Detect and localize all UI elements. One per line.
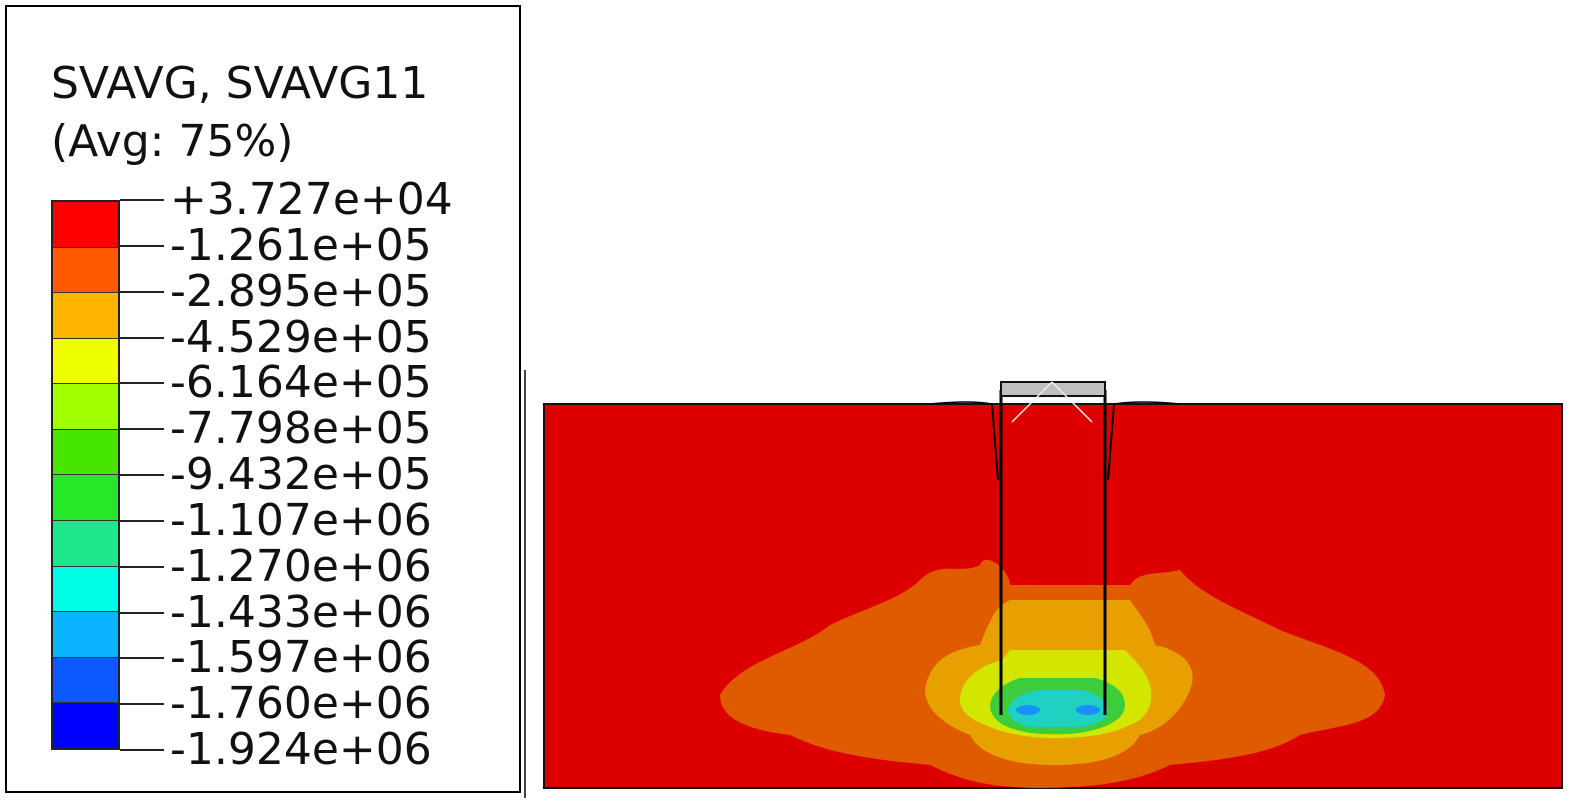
tick-label: -1.760e+06 xyxy=(170,678,432,730)
colorbar-tick: +3.727e+04 xyxy=(120,177,453,223)
colorbar-band xyxy=(53,521,118,567)
colorbar-tick: -2.895e+05 xyxy=(120,265,432,317)
blue-stress-spot-right xyxy=(1076,705,1100,715)
colorbar-band xyxy=(53,384,118,430)
tick-label: +3.727e+04 xyxy=(170,174,453,225)
tick-mark xyxy=(120,611,164,614)
colorbar-band xyxy=(53,657,118,704)
colorbar-band xyxy=(53,293,118,339)
tick-mark xyxy=(120,336,164,339)
colorbar-tick: -6.164e+05 xyxy=(120,360,432,406)
colorbar-tick: -9.432e+05 xyxy=(120,452,432,498)
colorbar-band xyxy=(53,247,118,294)
tick-mark xyxy=(120,382,164,385)
contour-plot-svg xyxy=(543,381,1563,789)
cyan-stress-zone xyxy=(1008,690,1108,727)
colorbar-band xyxy=(53,475,118,522)
bucket-lid xyxy=(1000,381,1106,397)
colorbar-tick: -4.529e+05 xyxy=(120,311,432,363)
colorbar-tick: -1.261e+05 xyxy=(120,219,432,271)
blue-stress-spot-left xyxy=(1016,705,1040,715)
legend-title: SVAVG, SVAVG11 xyxy=(51,58,429,109)
tick-label: -2.895e+05 xyxy=(170,265,432,317)
lid-cross-line-1 xyxy=(1011,381,1053,423)
colorbar-tick: -1.924e+06 xyxy=(120,727,432,773)
colorbar-band xyxy=(53,202,118,248)
tick-mark xyxy=(120,244,164,247)
tick-mark xyxy=(120,519,164,522)
tick-mark xyxy=(120,474,164,476)
tick-label: -1.261e+05 xyxy=(170,219,432,271)
colorbar-band xyxy=(53,566,118,613)
tick-mark xyxy=(120,565,164,568)
tick-label: -1.107e+06 xyxy=(170,494,432,546)
colorbar-band xyxy=(53,703,118,748)
legend-panel: SVAVG, SVAVG11 (Avg: 75%) +3.727e+04 -1.2… xyxy=(5,5,521,793)
tick-mark xyxy=(120,199,164,201)
legend-subtitle: (Avg: 75%) xyxy=(51,116,294,167)
panel-divider xyxy=(524,370,526,798)
colorbar-band xyxy=(53,338,118,385)
contour-plot xyxy=(540,360,1570,804)
tick-mark xyxy=(120,657,164,660)
tick-label: -4.529e+05 xyxy=(170,311,432,363)
tick-label: -1.433e+06 xyxy=(170,586,432,638)
tick-mark xyxy=(120,703,164,706)
tick-mark xyxy=(120,290,164,293)
colorbar-tick-labels: +3.727e+04 -1.261e+05 -2.895e+05 -4.529e+05… xyxy=(120,7,520,807)
colorbar-tick: -7.798e+05 xyxy=(120,406,432,452)
colorbar-band xyxy=(53,429,118,476)
tick-label: -1.270e+06 xyxy=(170,540,432,592)
tick-label: -9.432e+05 xyxy=(170,449,432,500)
tick-mark xyxy=(120,749,164,751)
soil-gap-right xyxy=(1107,403,1115,481)
lid-cross-line-2 xyxy=(1051,381,1093,423)
tick-mark xyxy=(120,428,164,431)
colorbar-tick: -1.107e+06 xyxy=(120,494,432,546)
colorbar-tick: -1.597e+06 xyxy=(120,635,432,681)
colorbar xyxy=(51,200,120,750)
colorbar-tick: -1.270e+06 xyxy=(120,540,432,592)
colorbar-band xyxy=(53,612,118,658)
soil-surface-dip xyxy=(929,401,1181,405)
tick-label: -1.597e+06 xyxy=(170,632,432,684)
tick-label: -6.164e+05 xyxy=(170,357,432,409)
colorbar-tick: -1.433e+06 xyxy=(120,586,432,638)
tick-label: -7.798e+05 xyxy=(170,403,432,455)
soil-gap-left xyxy=(991,403,999,481)
colorbar-tick: -1.760e+06 xyxy=(120,681,432,727)
tick-label: -1.924e+06 xyxy=(170,724,432,775)
